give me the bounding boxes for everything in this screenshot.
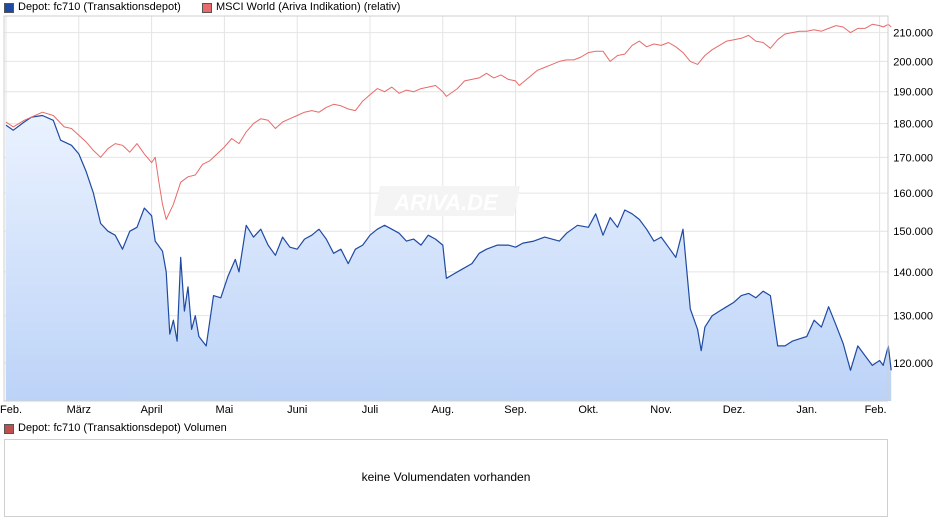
x-tick-label: Dez. (723, 404, 746, 416)
x-axis-ticks: Feb. März April Mai Juni Juli Aug. Sep. Okt. Nov.… (0, 404, 887, 416)
chart-series (5, 23, 892, 401)
y-tick-label: 130.000 (893, 311, 933, 323)
x-tick-label: März (67, 404, 91, 416)
legend-volume-swatch (4, 423, 14, 434)
y-tick-label: 190.000 (893, 87, 933, 99)
x-tick-label: Aug. (431, 404, 454, 416)
volume-empty-message: keine Volumendaten vorhanden (361, 470, 531, 484)
legend-volume: Depot: fc710 (Transaktionsdepot) Volumen (4, 422, 227, 435)
y-tick-label: 160.000 (893, 188, 933, 200)
x-tick-label: Okt. (578, 404, 598, 416)
volume-panel: keine Volumendaten vorhanden (4, 439, 888, 517)
x-tick-label: Juli (362, 404, 379, 416)
y-tick-label: 150.000 (893, 226, 933, 238)
x-tick-label: Juni (287, 404, 307, 416)
legend-msci-swatch (202, 2, 212, 13)
x-tick-label: Nov. (650, 404, 672, 416)
legend-depot-label: Depot: fc710 (Transaktionsdepot) (18, 1, 181, 13)
y-tick-label: 120.000 (893, 358, 933, 370)
plot-frame (3, 15, 889, 402)
y-tick-label: 210.000 (893, 28, 933, 40)
x-tick-label: Feb. (865, 404, 887, 416)
watermark-text: ARIVA.DE (393, 190, 499, 215)
legend-msci-label: MSCI World (Ariva Indikation) (relativ) (216, 1, 401, 13)
y-tick-label: 170.000 (893, 152, 933, 164)
ariva-watermark: ARIVA.DE (374, 186, 520, 216)
legend-msci: MSCI World (Ariva Indikation) (relativ) (202, 1, 400, 14)
x-tick-label: April (141, 404, 163, 416)
legend-volume-label: Depot: fc710 (Transaktionsdepot) Volumen (18, 422, 227, 434)
watermark-plate (374, 186, 520, 216)
y-tick-label: 200.000 (893, 56, 933, 68)
x-tick-label: Sep. (504, 404, 527, 416)
x-tick-label: Jan. (796, 404, 817, 416)
msci-series-line (5, 23, 892, 220)
y-tick-label: 180.000 (893, 119, 933, 131)
legend-depot: Depot: fc710 (Transaktionsdepot) (4, 1, 181, 14)
x-tick-label: Mai (216, 404, 234, 416)
legend-depot-swatch (4, 2, 14, 13)
depot-area-fill (6, 115, 892, 401)
depot-series-line (5, 114, 892, 371)
price-chart: ARIVA.DE 120.000 130.000 140.000 150.000 160… (0, 15, 933, 416)
y-axis-ticks: 120.000 130.000 140.000 150.000 160.000 170.0… (893, 28, 933, 370)
x-tick-label: Feb. (0, 404, 22, 416)
y-tick-label: 140.000 (893, 267, 933, 279)
